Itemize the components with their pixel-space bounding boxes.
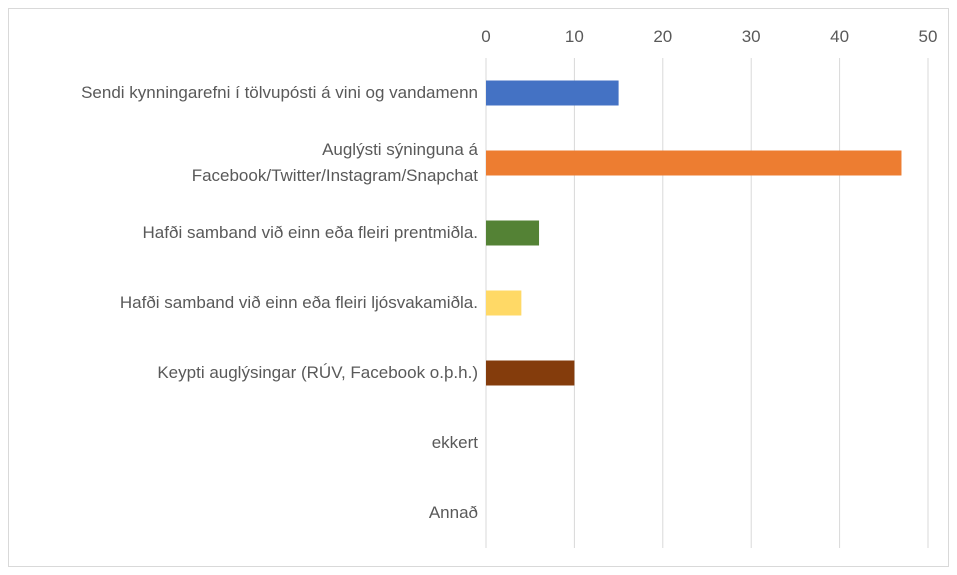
bar (486, 220, 540, 246)
y-tick-label: Sendi kynningarefni í tölvupósti á vini … (81, 83, 478, 102)
x-tick-label: 40 (830, 27, 850, 46)
x-tick-label: 10 (564, 27, 584, 46)
y-tick-label: Keypti auglýsingar (RÚV, Facebook o.þ.h.… (157, 363, 478, 382)
x-tick-label: 20 (653, 27, 673, 46)
bar (486, 150, 902, 176)
y-tick-label: Annað (428, 503, 478, 522)
chart-border (8, 8, 949, 567)
y-tick-label: Auglýsti sýninguna á Facebook/Twitter/In… (191, 140, 478, 185)
x-tick-label: 50 (918, 27, 938, 46)
y-tick-label: ekkert (431, 433, 478, 452)
bar (486, 80, 619, 106)
bar (486, 290, 522, 316)
bar (486, 360, 575, 386)
y-tick-label: Hafði samband við einn eða fleiri ljósva… (119, 293, 478, 312)
y-tick-label: Hafði samband við einn eða fleiri prentm… (142, 223, 478, 242)
x-tick-label: 30 (741, 27, 761, 46)
x-tick-label: 0 (481, 27, 491, 46)
